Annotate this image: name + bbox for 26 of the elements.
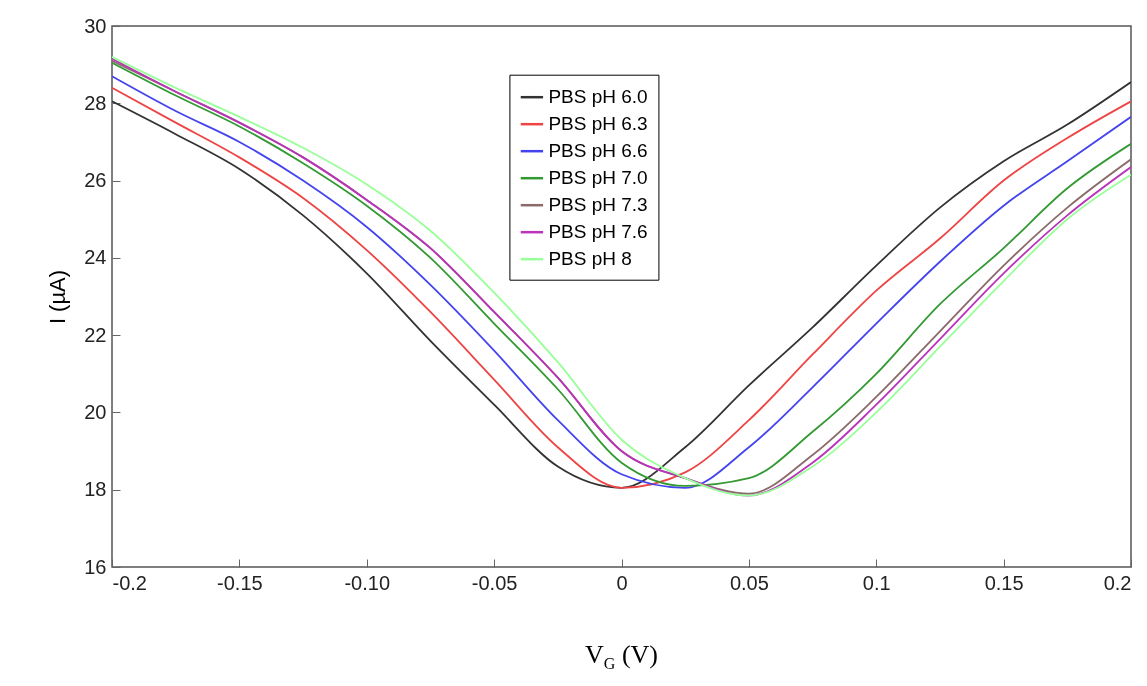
x-tick-label: -0.15 bbox=[217, 571, 263, 594]
legend-label: PBS pH 7.3 bbox=[548, 194, 648, 216]
y-tick-label: 30 bbox=[84, 14, 107, 37]
x-tick-label: -0.05 bbox=[471, 571, 518, 594]
y-tick-label: 22 bbox=[84, 323, 107, 346]
legend-label: PBS pH 6.6 bbox=[548, 140, 648, 162]
x-tick-label: 0.1 bbox=[862, 571, 891, 594]
legend-label: PBS pH 6.3 bbox=[548, 113, 648, 135]
legend-label: PBS pH 7.6 bbox=[548, 221, 648, 243]
x-tick-label: 0 bbox=[616, 571, 628, 594]
legend-label: PBS pH 8 bbox=[548, 248, 632, 270]
x-tick-label: 0.15 bbox=[984, 571, 1024, 594]
x-axis-title: V$_{G}$ (V) bbox=[584, 640, 659, 674]
legend-label: PBS pH 7.0 bbox=[548, 167, 648, 189]
y-axis-title: I (µA) bbox=[45, 269, 71, 325]
legend-label: PBS pH 6.0 bbox=[548, 86, 648, 108]
y-tick-label: 18 bbox=[84, 478, 107, 501]
x-tick-label: 0.2 bbox=[1103, 571, 1132, 594]
x-tick-label: 0.05 bbox=[729, 571, 769, 594]
y-tick-label: 16 bbox=[84, 555, 107, 578]
y-tick-label: 20 bbox=[84, 400, 107, 423]
x-tick-label: -0.2 bbox=[112, 571, 147, 594]
x-tick-label: -0.10 bbox=[344, 571, 391, 594]
y-tick-label: 24 bbox=[84, 246, 107, 269]
y-tick-label: 28 bbox=[84, 91, 107, 114]
y-tick-label: 26 bbox=[84, 169, 107, 192]
